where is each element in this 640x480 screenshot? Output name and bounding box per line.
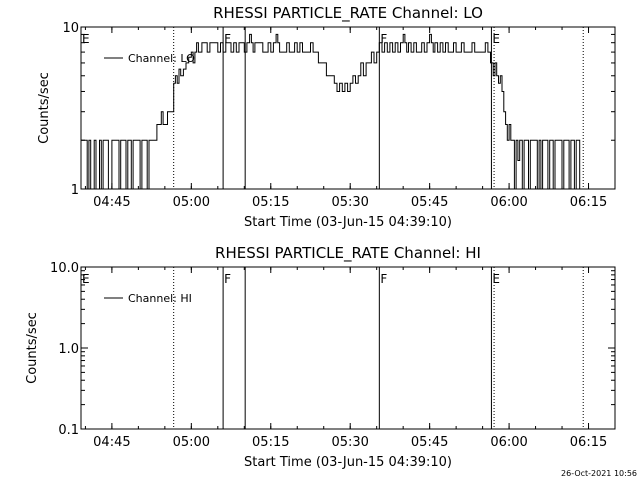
event-marker-label: E (492, 32, 500, 46)
event-marker-label: E (82, 272, 90, 286)
x-tick-label: 05:00 (173, 435, 210, 450)
chart-panel-0: RHESSI PARTICLE_RATE Channel: LO Start Ti… (37, 4, 616, 230)
y-tick-label: 10 (62, 21, 79, 36)
x-axis-label: Start Time (03-Jun-15 04:39:10) (244, 455, 452, 470)
x-tick-label: 05:15 (252, 195, 289, 210)
x-tick-label: 06:15 (570, 435, 607, 450)
series-line (81, 33, 581, 190)
event-marker-label: E (82, 32, 90, 46)
x-tick-label: 06:00 (490, 195, 527, 210)
legend-entry: Channel: HI (128, 292, 192, 305)
legend-entry: Channel: LO (128, 52, 195, 65)
event-marker-label: F (380, 272, 387, 286)
x-tick-label: 06:00 (490, 435, 527, 450)
y-tick-label: 10.0 (50, 261, 79, 276)
event-marker-label: E (492, 272, 500, 286)
chart-title: RHESSI PARTICLE_RATE Channel: HI (215, 244, 481, 263)
x-tick-label: 05:45 (411, 435, 448, 450)
x-tick-label: 05:45 (411, 195, 448, 210)
chart-panel-1: RHESSI PARTICLE_RATE Channel: HI Start Ti… (25, 244, 616, 470)
x-tick-label: 04:45 (93, 435, 130, 450)
y-axis-label: Counts/sec (25, 312, 40, 384)
event-marker-label: F (380, 32, 387, 46)
chart-title: RHESSI PARTICLE_RATE Channel: LO (213, 4, 483, 23)
x-tick-label: 05:30 (331, 195, 368, 210)
event-marker-label: F (224, 32, 231, 46)
x-tick-label: 05:30 (331, 435, 368, 450)
y-tick-label: 1 (71, 183, 79, 198)
y-tick-label: 1.0 (58, 342, 79, 357)
footer-timestamp: 26-Oct-2021 10:56 (561, 469, 637, 478)
x-axis-label: Start Time (03-Jun-15 04:39:10) (244, 215, 452, 230)
x-tick-label: 04:45 (93, 195, 130, 210)
x-tick-label: 06:15 (570, 195, 607, 210)
x-tick-label: 05:00 (173, 195, 210, 210)
event-marker-label: F (224, 272, 231, 286)
x-tick-label: 05:15 (252, 435, 289, 450)
y-tick-label: 0.1 (58, 423, 79, 438)
y-axis-label: Counts/sec (37, 72, 52, 144)
